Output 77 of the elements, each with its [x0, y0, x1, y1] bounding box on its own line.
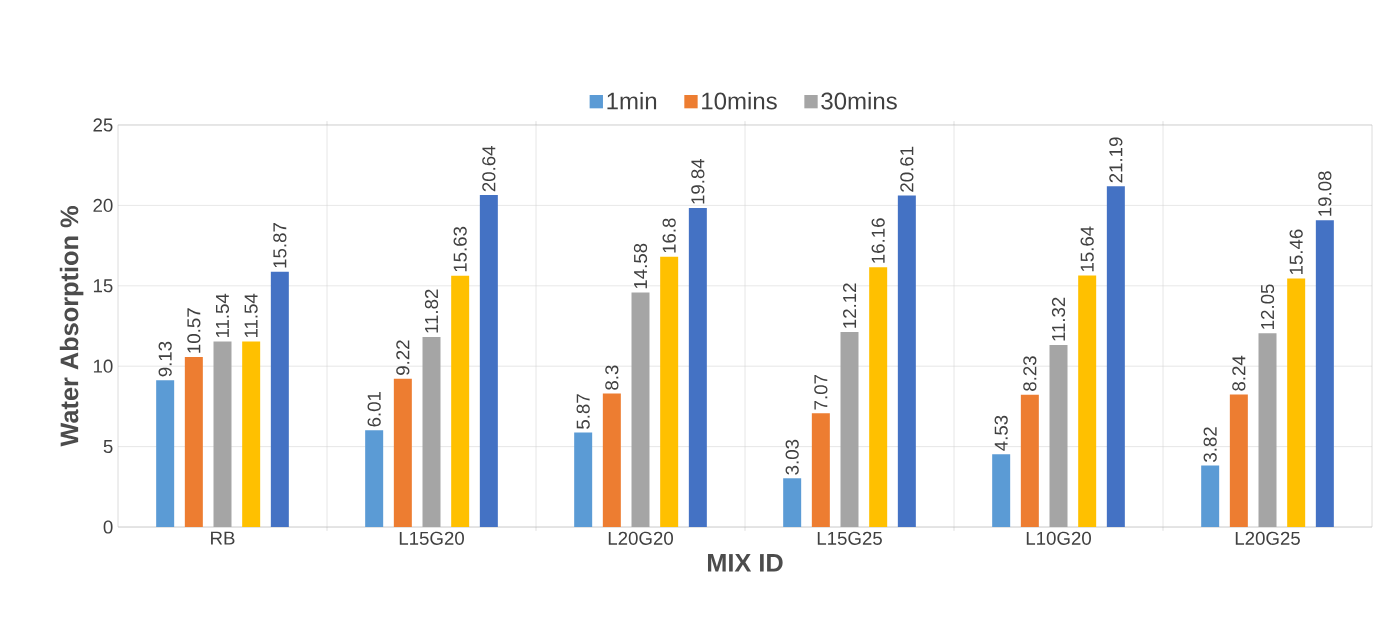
data-label: 19.84 — [691, 158, 705, 204]
y-tick-label: 15 — [93, 279, 113, 293]
y-axis-title: Water Absorption % — [59, 206, 84, 447]
data-label: 15.87 — [273, 223, 287, 268]
data-label: 6.01 — [367, 392, 381, 427]
data-label: 9.13 — [158, 341, 172, 377]
data-label: 15.64 — [1080, 226, 1094, 272]
bar — [1049, 344, 1068, 527]
y-tick-label: 5 — [103, 440, 113, 454]
bar — [660, 256, 679, 527]
data-label: 15.63 — [453, 226, 467, 272]
bar — [840, 332, 859, 527]
data-label: 20.64 — [482, 146, 496, 192]
x-tick-label: L10G20 — [1026, 531, 1091, 545]
bar — [184, 357, 203, 527]
legend-label: 10mins — [702, 91, 777, 110]
bar — [897, 195, 916, 527]
bar — [992, 454, 1011, 527]
bar — [574, 432, 593, 527]
bar — [631, 292, 650, 527]
bar — [1287, 278, 1306, 527]
bar — [365, 430, 384, 527]
x-tick-label: L15G25 — [817, 531, 882, 545]
bar — [1315, 220, 1334, 527]
data-label: 16.8 — [662, 218, 676, 253]
data-label: 21.19 — [1109, 137, 1123, 183]
x-tick-label: L20G20 — [608, 531, 673, 545]
data-label: 10.57 — [187, 308, 201, 353]
legend-label: 1min — [607, 91, 657, 110]
legend-label: 30mins — [821, 91, 897, 110]
bar — [1078, 275, 1097, 527]
data-label: 7.07 — [814, 374, 828, 410]
y-tick-label: 25 — [93, 118, 113, 132]
bar — [811, 413, 830, 527]
bar — [1106, 186, 1125, 527]
data-label: 14.58 — [633, 243, 648, 289]
data-label: 9.22 — [396, 340, 410, 375]
bar — [422, 336, 441, 527]
data-label: 8.3 — [605, 365, 619, 390]
data-label: 3.03 — [785, 439, 799, 475]
x-tick-label: L20G25 — [1235, 531, 1300, 545]
data-label: 11.54 — [215, 293, 230, 338]
bar — [213, 341, 232, 527]
x-axis-title: MIX ID — [707, 554, 783, 572]
data-label: 16.16 — [871, 218, 885, 263]
data-label: 3.82 — [1203, 427, 1217, 462]
data-label: 8.24 — [1232, 355, 1246, 391]
data-label: 11.32 — [1051, 297, 1066, 341]
data-label: 8.23 — [1023, 356, 1037, 391]
data-label: 12.05 — [1260, 284, 1275, 329]
bar — [688, 207, 707, 527]
data-label: 11.82 — [424, 289, 439, 333]
bar — [479, 195, 498, 527]
bar — [1229, 394, 1248, 527]
bar — [1201, 465, 1220, 527]
bar — [783, 478, 802, 527]
bar — [451, 275, 470, 527]
data-label: 4.53 — [994, 415, 1008, 451]
bar — [1020, 394, 1039, 527]
data-label: 15.46 — [1289, 229, 1303, 275]
x-tick-label: L15G20 — [399, 531, 464, 545]
bar — [270, 271, 289, 527]
data-label: 20.61 — [900, 146, 914, 192]
bar — [156, 380, 175, 527]
bar — [1258, 333, 1277, 527]
data-label: 11.54 — [244, 293, 258, 338]
data-label: 5.87 — [576, 394, 590, 429]
bar — [393, 378, 412, 527]
y-tick-label: 0 — [103, 520, 113, 534]
bar — [242, 341, 261, 527]
y-tick-label: 10 — [93, 359, 113, 373]
bar — [602, 393, 621, 527]
y-tick-label: 20 — [93, 198, 113, 213]
bar — [869, 267, 888, 527]
data-label: 19.08 — [1318, 171, 1332, 216]
x-tick-label: RB — [211, 531, 235, 545]
data-label: 12.12 — [842, 283, 857, 328]
